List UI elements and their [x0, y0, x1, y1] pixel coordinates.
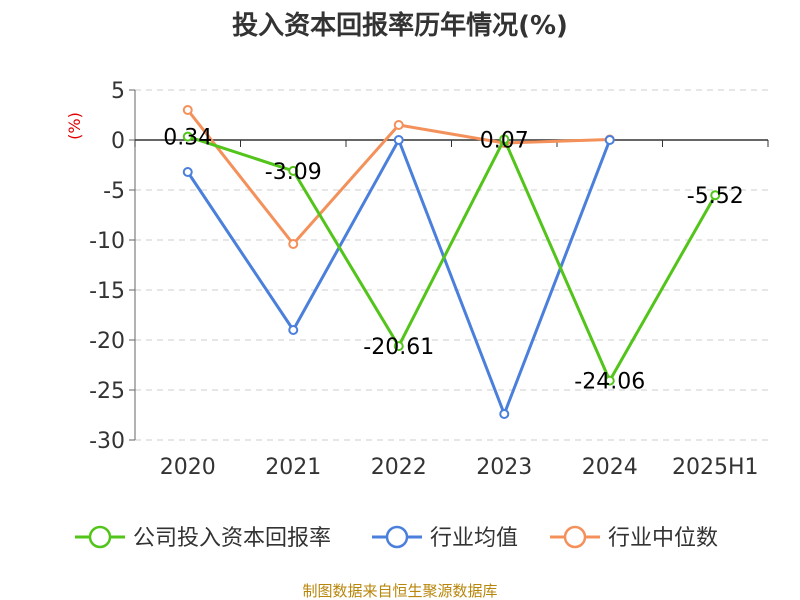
data-point	[393, 120, 404, 130]
data-point	[288, 325, 299, 335]
source-note: 制图数据来自恒生聚源数据库	[302, 582, 497, 600]
x-tick-label: 2022	[371, 455, 427, 480]
y-tick-label: -25	[89, 379, 125, 404]
legend-swatch-marker	[385, 525, 409, 549]
data-labels: 0.34 -3.09 -20.61 0.07 -24.06 -5.52	[163, 126, 743, 395]
data-point	[710, 190, 721, 201]
y-tick-label: 5	[111, 79, 125, 104]
data-point	[182, 105, 193, 115]
data-point	[604, 375, 615, 386]
legend: 公司投入资本回报率 行业均值 行业中位数	[75, 525, 718, 551]
series-lines	[182, 105, 721, 419]
data-point	[288, 165, 299, 176]
legend-label: 公司投入资本回报率	[133, 526, 331, 551]
data-point	[393, 135, 404, 145]
data-point	[393, 341, 404, 352]
x-axis-ticks: 2020 2021 2022 2023 2024 2025H1	[160, 455, 759, 480]
legend-label: 行业中位数	[608, 526, 718, 551]
x-tick-label: 2025H1	[672, 455, 759, 480]
data-label: -24.06	[574, 370, 645, 395]
series-line	[187, 135, 717, 383]
series-line	[186, 109, 610, 246]
data-point	[499, 134, 510, 145]
data-label: 0.34	[163, 126, 212, 151]
chart-title: 投入资本回报率历年情况(%)	[232, 10, 568, 41]
legend-swatch-marker	[563, 525, 587, 549]
y-tick-label: -10	[89, 229, 125, 254]
y-tick-label: -5	[103, 179, 125, 204]
legend-swatch-marker	[88, 525, 112, 549]
data-label: 0.07	[480, 128, 529, 153]
x-tick-label: 2021	[265, 455, 321, 480]
data-point	[499, 409, 510, 419]
data-label: -3.09	[265, 160, 322, 185]
y-tick-label: -20	[89, 329, 125, 354]
data-point	[288, 239, 299, 249]
x-tick-label: 2023	[476, 455, 532, 480]
axes	[134, 90, 769, 440]
data-point	[604, 135, 615, 145]
y-tick-label: -30	[89, 429, 125, 454]
x-tick-label: 2020	[160, 455, 216, 480]
y-axis-unit-label: (%)	[65, 112, 84, 140]
legend-label: 行业均值	[430, 526, 518, 551]
x-tick-label: 2024	[582, 455, 638, 480]
y-tick-label: 0	[111, 129, 125, 154]
data-point	[182, 131, 193, 142]
data-label: -5.52	[687, 184, 744, 209]
series-line	[186, 138, 612, 416]
data-label: -20.61	[363, 335, 434, 360]
y-axis-ticks: 5 0 -5 -10 -15 -20 -25 -30	[89, 79, 135, 454]
data-point	[182, 167, 193, 177]
y-tick-label: -15	[89, 279, 125, 304]
